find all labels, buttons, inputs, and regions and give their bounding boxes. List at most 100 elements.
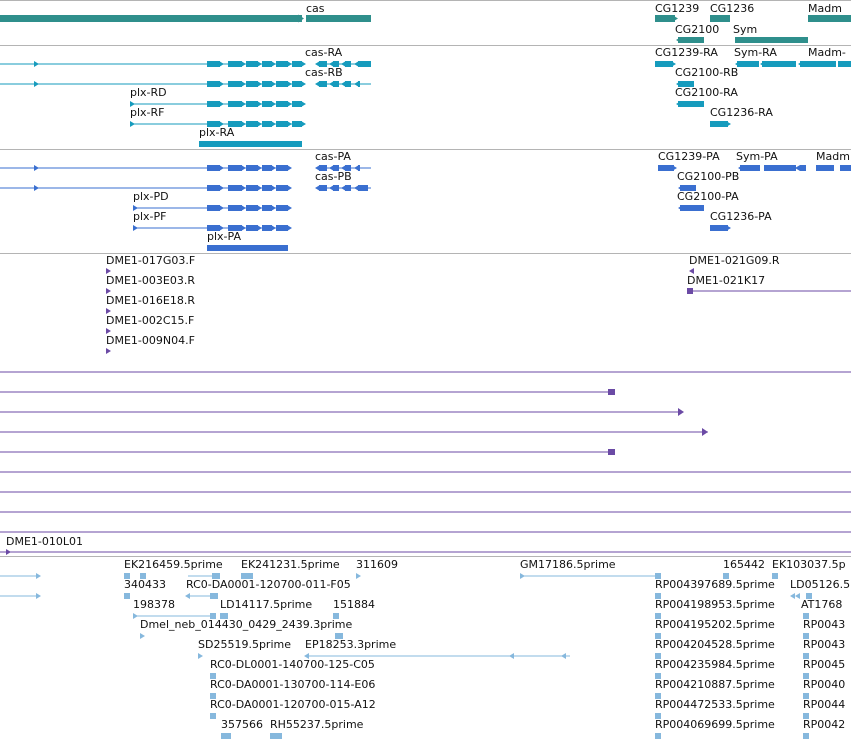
gene-label[interactable]: CG1236 bbox=[710, 2, 755, 15]
clone-label[interactable]: DME1-021K17 bbox=[687, 274, 766, 287]
track-separator bbox=[0, 149, 851, 150]
transcript-label[interactable]: cas-RB bbox=[305, 66, 343, 79]
est-label[interactable]: 311609 bbox=[356, 558, 398, 571]
exon-block bbox=[262, 185, 272, 191]
est-label[interactable]: RP0042 bbox=[803, 718, 846, 731]
strand-arrow-icon bbox=[329, 61, 334, 67]
est-label[interactable]: RC0-DL0001-140700-125-C05 bbox=[210, 658, 375, 671]
est-label[interactable]: RP0044 bbox=[803, 698, 846, 711]
clone-label[interactable]: DME1-003E03.R bbox=[106, 274, 195, 287]
est-label[interactable]: GM17186.5prime bbox=[520, 558, 616, 571]
exon-block bbox=[228, 225, 242, 231]
est-label[interactable]: RP004210887.5prime bbox=[655, 678, 775, 691]
exon-block bbox=[358, 185, 368, 191]
exon-block bbox=[246, 81, 258, 87]
exon-block bbox=[838, 61, 851, 67]
exon-block bbox=[680, 205, 704, 211]
est-label[interactable]: LD14117.5prime bbox=[220, 598, 313, 611]
transcript-label[interactable]: cas-RA bbox=[305, 46, 343, 59]
est-block bbox=[124, 573, 130, 579]
strand-arrow-icon bbox=[315, 165, 320, 171]
est-label[interactable]: EP18253.3prime bbox=[305, 638, 397, 651]
est-label[interactable]: RP004235984.5prime bbox=[655, 658, 775, 671]
protein-label[interactable]: CG1236-PA bbox=[710, 210, 772, 223]
transcript-label[interactable]: plx-RF bbox=[130, 106, 165, 119]
protein-label[interactable]: plx-PA bbox=[207, 230, 241, 243]
strand-arrow-icon bbox=[130, 121, 135, 127]
gene-label[interactable]: Sym bbox=[733, 23, 758, 36]
protein-label[interactable]: Madm bbox=[816, 150, 850, 163]
protein-label[interactable]: cas-PA bbox=[315, 150, 351, 163]
est-label[interactable]: RP0043 bbox=[803, 618, 846, 631]
exon-block bbox=[207, 101, 220, 107]
exon-block bbox=[246, 121, 258, 127]
protein-label[interactable]: CG2100-PB bbox=[677, 170, 740, 183]
est-label[interactable]: RP004204528.5prime bbox=[655, 638, 775, 651]
exon-block bbox=[764, 165, 796, 171]
transcript-label[interactable]: Sym-RA bbox=[734, 46, 777, 59]
transcript-label[interactable]: CG2100-RB bbox=[675, 66, 739, 79]
transcript-label[interactable]: CG1236-RA bbox=[710, 106, 773, 119]
est-label[interactable]: RP004397689.5prime bbox=[655, 578, 775, 591]
est-label[interactable]: 357566 bbox=[221, 718, 263, 731]
est-block bbox=[270, 733, 282, 739]
est-block bbox=[655, 713, 661, 719]
strand-arrow-icon bbox=[106, 268, 111, 274]
exon-block bbox=[207, 61, 220, 67]
clone-label[interactable]: DME1-016E18.R bbox=[106, 294, 195, 307]
est-label[interactable]: Dmel_neb_014430_0429_2439.3prime bbox=[140, 618, 353, 631]
strand-arrow-icon bbox=[271, 121, 276, 127]
gene-bar bbox=[306, 15, 371, 22]
est-label[interactable]: RP004069699.5prime bbox=[655, 718, 775, 731]
clone-label[interactable]: DME1-021G09.R bbox=[689, 254, 780, 267]
strand-arrow-icon bbox=[702, 428, 708, 436]
strand-arrow-icon bbox=[354, 61, 359, 67]
clone-label[interactable]: DME1-009N04.F bbox=[106, 334, 195, 347]
est-label[interactable]: EK241231.5prime bbox=[241, 558, 340, 571]
est-label[interactable]: RP0045 bbox=[803, 658, 846, 671]
est-label[interactable]: RP004198953.5prime bbox=[655, 598, 775, 611]
est-label[interactable]: AT1768 bbox=[801, 598, 843, 611]
est-label[interactable]: RP004472533.5prime bbox=[655, 698, 775, 711]
est-label[interactable]: RH55237.5prime bbox=[270, 718, 364, 731]
est-label[interactable]: 151884 bbox=[333, 598, 375, 611]
est-label[interactable]: EK103037.5p bbox=[772, 558, 846, 571]
gene-label[interactable]: cas bbox=[306, 2, 325, 15]
est-label[interactable]: EK216459.5prime bbox=[124, 558, 223, 571]
protein-label[interactable]: plx-PF bbox=[133, 210, 167, 223]
est-label[interactable]: LD05126.5 bbox=[790, 578, 851, 591]
est-label[interactable]: 340433 bbox=[124, 578, 166, 591]
transcript-label[interactable]: plx-RA bbox=[199, 126, 235, 139]
strand-arrow-icon bbox=[241, 61, 246, 67]
protein-label[interactable]: cas-PB bbox=[315, 170, 352, 183]
est-label[interactable]: RC0-DA0001-130700-114-E06 bbox=[210, 678, 376, 691]
strand-arrow-icon bbox=[34, 165, 39, 171]
protein-label[interactable]: CG1239-PA bbox=[658, 150, 720, 163]
est-label[interactable]: RP0040 bbox=[803, 678, 846, 691]
est-block bbox=[803, 613, 809, 619]
clone-label[interactable]: DME1-002C15.F bbox=[106, 314, 195, 327]
est-label[interactable]: 165442 bbox=[723, 558, 765, 571]
est-label[interactable]: RP004195202.5prime bbox=[655, 618, 775, 631]
est-label[interactable]: RC0-DA0001-120700-011-F05 bbox=[186, 578, 351, 591]
strand-arrow-icon bbox=[219, 101, 224, 107]
est-label[interactable]: 198378 bbox=[133, 598, 175, 611]
transcript-label[interactable]: plx-RD bbox=[130, 86, 167, 99]
gene-label[interactable]: Madm bbox=[808, 2, 842, 15]
gene-label[interactable]: CG2100 bbox=[675, 23, 720, 36]
transcript-label[interactable]: CG1239-RA bbox=[655, 46, 718, 59]
exon-block bbox=[262, 121, 272, 127]
gene-label[interactable]: CG1239 bbox=[655, 2, 700, 15]
est-label[interactable]: RC0-DA0001-120700-015-A12 bbox=[210, 698, 376, 711]
protein-label[interactable]: plx-PD bbox=[133, 190, 169, 203]
protein-label[interactable]: CG2100-PA bbox=[677, 190, 739, 203]
clone-label[interactable]: DME1-010L01 bbox=[6, 535, 83, 548]
protein-label[interactable]: Sym-PA bbox=[736, 150, 778, 163]
exon-block bbox=[345, 165, 351, 171]
strand-arrow-icon bbox=[271, 205, 276, 211]
clone-label[interactable]: DME1-017G03.F bbox=[106, 254, 196, 267]
transcript-label[interactable]: CG2100-RA bbox=[675, 86, 738, 99]
est-label[interactable]: RP0043 bbox=[803, 638, 846, 651]
est-label[interactable]: SD25519.5prime bbox=[198, 638, 291, 651]
transcript-label[interactable]: Madm- bbox=[808, 46, 846, 59]
